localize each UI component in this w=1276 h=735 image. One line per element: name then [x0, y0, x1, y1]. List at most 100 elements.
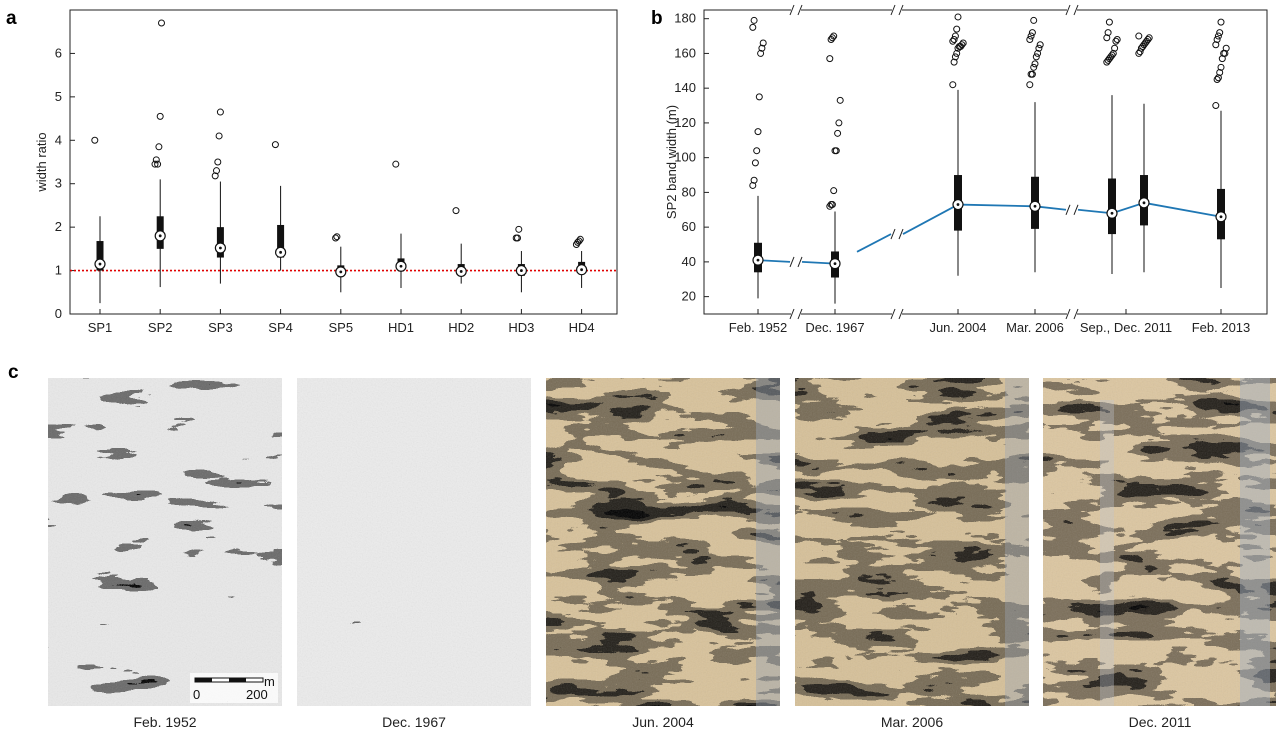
- outlier-point: [830, 32, 838, 40]
- median-dot: [1033, 204, 1037, 208]
- outlier-point: [1030, 63, 1038, 71]
- outlier-point: [1028, 29, 1036, 37]
- break-slash: [890, 4, 896, 16]
- imagery-panels: m 0 200: [48, 378, 1276, 730]
- break-gap: [791, 7, 801, 13]
- line-break-slash: [789, 256, 795, 268]
- outlier-point: [950, 58, 958, 66]
- outlier-point: [154, 160, 162, 168]
- median-dot: [833, 262, 837, 266]
- median-dot: [158, 234, 162, 238]
- y-tick-label: 6: [55, 45, 62, 60]
- outlier-point: [151, 160, 159, 168]
- box-SP3: [211, 108, 226, 284]
- plot-frame-b: [703, 9, 1268, 315]
- y-tick-label: 5: [55, 89, 62, 104]
- y-axis-label-b: SP2 band width (m): [664, 105, 679, 219]
- panel-letter-c: c: [8, 362, 19, 383]
- outlier-point: [953, 25, 961, 33]
- break-slash: [789, 308, 795, 320]
- outlier-point: [1112, 37, 1120, 45]
- outlier-point: [216, 108, 224, 116]
- box-HD2: [452, 207, 467, 284]
- scale-bar-unit: m: [264, 674, 275, 689]
- outlier-point: [1108, 51, 1116, 59]
- median-line-segment: [1077, 208, 1113, 215]
- box-Dec. 2011: [1135, 32, 1153, 273]
- chart-band-width: SP2 band width (m) 20 40 60 80 100 120 140 160 1…: [664, 4, 1268, 335]
- outlier-point: [1109, 49, 1117, 57]
- outlier-point: [1103, 34, 1111, 42]
- outlier-point: [828, 34, 836, 42]
- outlier-point: [1222, 44, 1230, 52]
- x-tick-label: Dec. 1967: [805, 320, 864, 335]
- median-dot: [399, 264, 403, 268]
- median-line-segment: [902, 203, 959, 235]
- x-tick-label: SP1: [88, 320, 113, 335]
- outlier-point: [758, 44, 766, 52]
- outlier-point: [1217, 63, 1225, 71]
- median-dot: [1219, 215, 1223, 219]
- median-line-segment: [957, 203, 1036, 208]
- y-tick-label: 3: [55, 176, 62, 191]
- scale-bar: m 0 200: [190, 673, 278, 703]
- outlier-point: [954, 13, 962, 21]
- y-tick-label: 140: [674, 80, 696, 95]
- y-tick-label: 180: [674, 11, 696, 26]
- median-dot: [756, 258, 760, 262]
- line-break-slash: [898, 228, 904, 240]
- caption-1967: Dec. 1967: [382, 714, 446, 730]
- outlier-point: [1213, 36, 1221, 44]
- x-tick-label: Feb. 2013: [1192, 320, 1251, 335]
- outlier-point: [1032, 53, 1040, 61]
- box-group-a: [91, 19, 588, 304]
- break-slash: [898, 4, 904, 16]
- break-gap: [1067, 7, 1077, 13]
- break-slash: [789, 4, 795, 16]
- outlier-point: [951, 32, 959, 40]
- outlier-point: [91, 136, 99, 144]
- outlier-point: [1111, 44, 1119, 52]
- x-tick-label: HD2: [448, 320, 474, 335]
- x-ticks-b: Feb. 1952 Dec. 1967 Jun. 2004 Mar. 2006 Sep.…: [729, 309, 1251, 335]
- median-dot: [459, 270, 463, 273]
- outlier-point: [333, 233, 341, 241]
- outlier-point: [1145, 34, 1153, 42]
- median-dot: [580, 268, 583, 272]
- scale-bar-outline: [194, 677, 264, 683]
- break-slash: [797, 4, 803, 16]
- outlier-point: [749, 23, 757, 31]
- outlier-point: [951, 53, 959, 61]
- outlier-point: [1026, 81, 1034, 89]
- median-dot: [279, 250, 282, 254]
- line-break-slash: [890, 228, 896, 240]
- x-tick-label: HD4: [569, 320, 595, 335]
- box-HD4: [572, 235, 588, 288]
- box-HD3: [512, 225, 528, 293]
- outlier-point: [1030, 16, 1038, 24]
- outlier-point: [452, 207, 460, 215]
- outlier-point: [1217, 18, 1225, 26]
- caption-2011: Dec. 2011: [1129, 714, 1192, 730]
- box-SP5: [332, 233, 347, 293]
- y-tick-label: 4: [55, 132, 62, 147]
- outlier-point: [1212, 102, 1220, 110]
- box-iqr: [96, 241, 104, 271]
- x-ticks-a: SP1 SP2 SP3 SP4 SP5 HD1 HD2 HD3 HD4: [88, 309, 595, 335]
- outlier-point: [836, 96, 844, 104]
- outlier-point: [392, 160, 400, 168]
- break-slash: [1073, 4, 1079, 16]
- outlier-point: [515, 225, 523, 233]
- break-slash: [1065, 4, 1071, 16]
- outlier-point: [959, 39, 967, 47]
- outlier-point: [215, 132, 223, 140]
- scale-bar-segment-light: [212, 678, 229, 682]
- outlier-point: [576, 235, 584, 243]
- panel-letter-b: b: [651, 8, 663, 29]
- x-tick-label: Mar. 2006: [1006, 320, 1064, 335]
- satellite-image-2006: [795, 378, 1029, 706]
- break-slash: [1073, 308, 1079, 320]
- outlier-point: [1216, 69, 1224, 77]
- box-iqr: [216, 227, 224, 258]
